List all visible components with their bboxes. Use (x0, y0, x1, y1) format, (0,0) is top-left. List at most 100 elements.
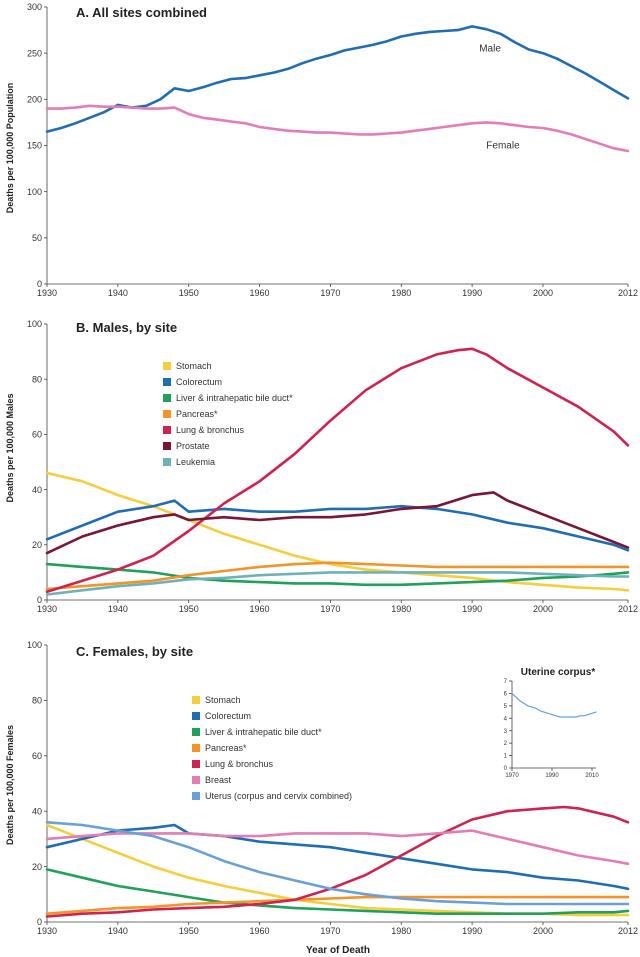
panel-c-ylabel: Deaths per 100,000 Females (5, 725, 15, 845)
series-line-breast (45, 829, 630, 866)
series-line-male (45, 25, 630, 133)
panel-b: B. Males, by site Deaths per 100,000 Mal… (5, 319, 638, 614)
series-line-leukemia (45, 571, 630, 596)
series-line-female (45, 104, 630, 153)
y-tick-label: 0 (37, 917, 42, 927)
y-tick-label: 250 (27, 48, 42, 58)
x-tick-label: 2012 (618, 288, 638, 298)
legend-swatch (192, 712, 200, 720)
legend-label: Leukemia (176, 457, 215, 467)
y-tick-label: 7 (504, 679, 508, 685)
panel-c-xlabel: Year of Death (306, 945, 370, 956)
legend-label: Pancreas* (176, 409, 218, 419)
legend-swatch (163, 378, 171, 386)
series-label-male: Male (479, 43, 501, 54)
series-line-uterine-corpus (511, 692, 597, 718)
x-tick-label: 1960 (250, 288, 270, 298)
y-tick-label: 40 (32, 485, 42, 495)
x-tick-label: 1980 (391, 604, 411, 614)
uterine-inset: Uterine corpus* 0 1 2 3 4 5 6 7 1970 1990 2010 (504, 667, 600, 779)
panel-a-plot: 0 50 100 150 200 250 300 1930 1940 1950 1960 1970 19… (27, 2, 638, 298)
y-tick-label: 200 (27, 94, 42, 104)
series-line-colorectum (45, 499, 630, 552)
series-label-female: Female (486, 140, 520, 151)
y-tick-label: 60 (32, 430, 42, 440)
y-tick-label: 0 (37, 595, 42, 605)
x-tick-label: 1970 (320, 926, 340, 936)
y-tick-label: 100 (27, 640, 42, 650)
x-tick-label: 1970 (320, 288, 340, 298)
x-tick-label: 1990 (462, 604, 482, 614)
legend-swatch (192, 776, 200, 784)
legend-label: Colorectum (176, 377, 222, 387)
legend-swatch (163, 394, 171, 402)
x-tick-label: 1940 (108, 926, 128, 936)
legend-swatch (163, 426, 171, 434)
x-tick-label: 2010 (585, 773, 599, 779)
series-line-pancreas (45, 561, 630, 591)
legend-swatch (192, 696, 200, 704)
series-line-lung-bronchus (45, 805, 630, 918)
y-tick-label: 50 (32, 233, 42, 243)
x-tick-label: 1990 (462, 926, 482, 936)
legend-label: Stomach (176, 361, 212, 371)
series-line-liver-intrahepatic-bile-duct (45, 868, 630, 915)
legend-label: Prostate (176, 441, 210, 451)
y-tick-label: 60 (32, 751, 42, 761)
y-tick-label: 4 (504, 716, 508, 722)
x-tick-label: 1930 (37, 288, 57, 298)
legend-label: Lung & bronchus (205, 759, 274, 769)
legend-label: Colorectum (205, 711, 251, 721)
y-tick-label: 6 (504, 692, 508, 698)
panel-b-title: B. Males, by site (76, 320, 177, 335)
legend-swatch (163, 442, 171, 450)
panel-c-title: C. Females, by site (76, 644, 193, 659)
y-tick-label: 20 (32, 862, 42, 872)
x-tick-label: 2000 (533, 926, 553, 936)
series-line-pancreas (45, 895, 630, 915)
x-tick-label: 1950 (179, 604, 199, 614)
y-tick-label: 80 (32, 696, 42, 706)
x-tick-label: 1950 (179, 926, 199, 936)
x-tick-label: 2000 (533, 288, 553, 298)
x-tick-label: 1990 (462, 288, 482, 298)
panel-b-plot: 0 20 40 60 80 100 1930 1940 1950 1960 1970 1980 1990… (27, 319, 638, 614)
series-line-uterus-corpus-and-cervix-combined (45, 821, 630, 906)
x-tick-label: 2000 (533, 604, 553, 614)
legend-swatch (163, 410, 171, 418)
legend-label: Liver & intrahepatic bile duct* (205, 727, 322, 737)
series-line-prostate (45, 491, 630, 555)
x-tick-label: 1980 (391, 926, 411, 936)
series-line-stomach (45, 823, 630, 917)
panel-b-ylabel: Deaths per 100,000 Males (5, 393, 15, 502)
panel-a-title: A. All sites combined (76, 5, 207, 20)
x-tick-label: 2012 (618, 926, 638, 936)
legend-swatch (192, 728, 200, 736)
x-tick-label: 1970 (505, 773, 519, 779)
panel-a: A. All sites combined Deaths per 100,000… (5, 2, 638, 298)
legend-label: Liver & intrahepatic bile duct* (176, 393, 293, 403)
y-tick-label: 3 (504, 729, 508, 735)
series-line-lung-bronchus (45, 347, 630, 593)
legend-swatch (192, 760, 200, 768)
y-tick-label: 2 (504, 741, 508, 747)
y-tick-label: 5 (504, 704, 508, 710)
inset-plot: 0 1 2 3 4 5 6 7 1970 1990 2010 (504, 679, 600, 779)
x-tick-label: 1990 (545, 773, 559, 779)
y-tick-label: 150 (27, 141, 42, 151)
panel-a-ylabel: Deaths per 100,000 Population (5, 83, 15, 214)
x-tick-label: 1940 (108, 604, 128, 614)
x-tick-label: 1970 (320, 604, 340, 614)
y-tick-label: 300 (27, 2, 42, 12)
y-tick-label: 40 (32, 806, 42, 816)
legend-swatch (163, 362, 171, 370)
y-tick-label: 1 (504, 754, 508, 760)
legend-swatch (192, 744, 200, 752)
series-line-stomach (45, 471, 630, 592)
x-tick-label: 1960 (250, 926, 270, 936)
legend-label: Pancreas* (205, 743, 247, 753)
legend-label: Uterus (corpus and cervix combined) (205, 791, 352, 801)
x-tick-label: 2012 (618, 604, 638, 614)
